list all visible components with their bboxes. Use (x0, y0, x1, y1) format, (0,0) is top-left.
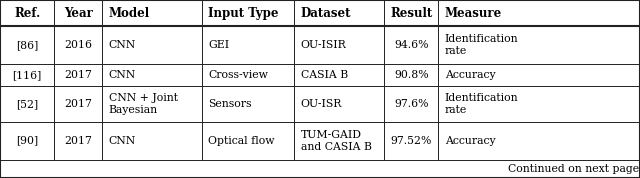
Text: CNN: CNN (109, 70, 136, 80)
Text: 2017: 2017 (65, 136, 92, 146)
Text: Year: Year (64, 7, 93, 20)
Text: TUM-GAID
and CASIA B: TUM-GAID and CASIA B (301, 130, 372, 151)
Text: Model: Model (109, 7, 150, 20)
Text: 97.6%: 97.6% (394, 99, 428, 109)
Text: OU-ISIR: OU-ISIR (301, 40, 346, 50)
Text: Cross-view: Cross-view (208, 70, 268, 80)
Text: CNN + Joint
Bayesian: CNN + Joint Bayesian (109, 93, 178, 115)
Text: CNN: CNN (109, 40, 136, 50)
Text: Accuracy: Accuracy (445, 136, 495, 146)
Text: Sensors: Sensors (208, 99, 252, 109)
Text: OU-ISR: OU-ISR (301, 99, 342, 109)
Text: [52]: [52] (16, 99, 38, 109)
Text: 90.8%: 90.8% (394, 70, 429, 80)
Text: 2017: 2017 (65, 70, 92, 80)
Text: CNN: CNN (109, 136, 136, 146)
Text: Continued on next page: Continued on next page (508, 164, 639, 174)
Text: Identification
rate: Identification rate (445, 34, 518, 56)
Text: 97.52%: 97.52% (390, 136, 432, 146)
Text: Optical flow: Optical flow (208, 136, 275, 146)
Text: Measure: Measure (445, 7, 502, 20)
Text: GEI: GEI (208, 40, 229, 50)
Text: 2017: 2017 (65, 99, 92, 109)
Text: Identification
rate: Identification rate (445, 93, 518, 115)
Text: Accuracy: Accuracy (445, 70, 495, 80)
Text: 94.6%: 94.6% (394, 40, 428, 50)
Text: Result: Result (390, 7, 433, 20)
Text: [116]: [116] (13, 70, 42, 80)
Text: Ref.: Ref. (14, 7, 40, 20)
Text: 2016: 2016 (65, 40, 92, 50)
Text: CASIA B: CASIA B (301, 70, 348, 80)
Text: [90]: [90] (16, 136, 38, 146)
Text: Input Type: Input Type (208, 7, 278, 20)
Text: Dataset: Dataset (301, 7, 351, 20)
Text: [86]: [86] (16, 40, 38, 50)
